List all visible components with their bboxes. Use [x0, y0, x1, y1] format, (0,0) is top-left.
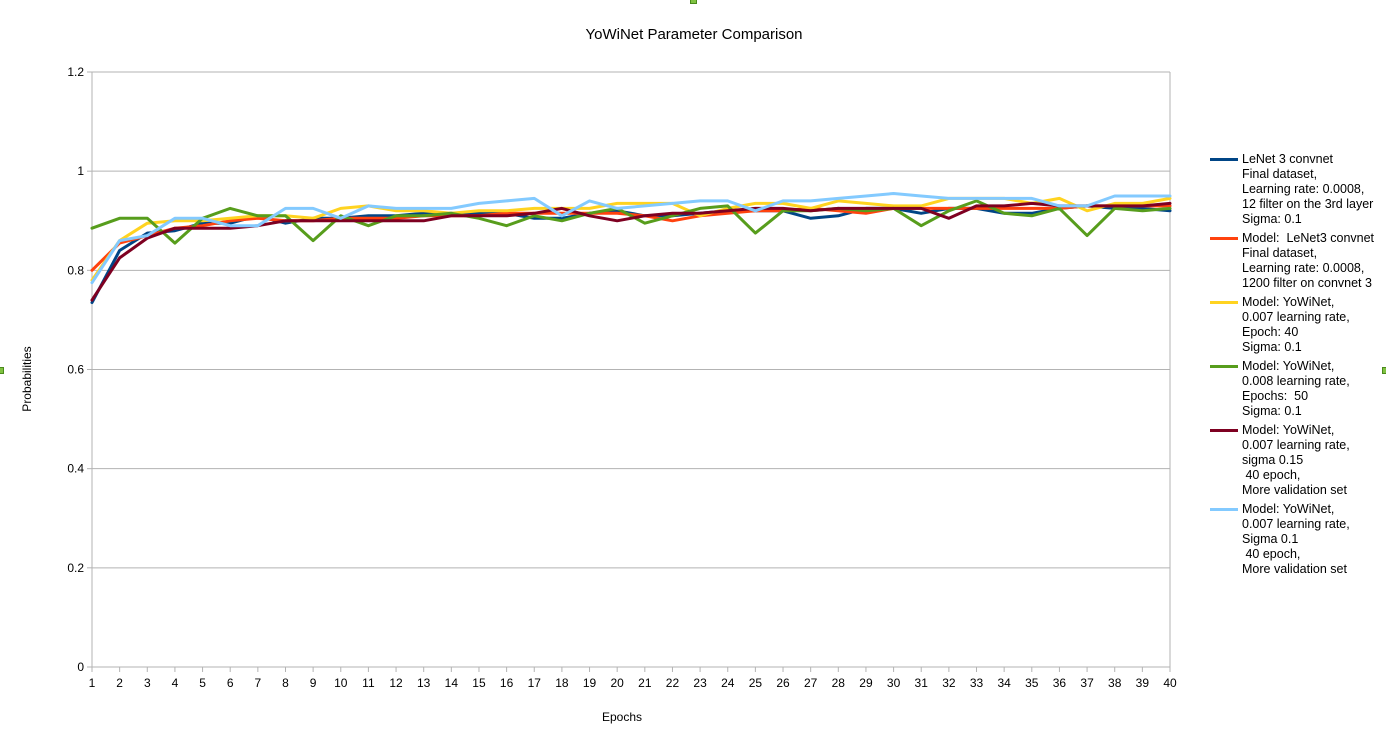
x-tick-label: 32	[942, 676, 956, 690]
x-tick-label: 25	[749, 676, 763, 690]
x-tick-label: 15	[472, 676, 486, 690]
selection-handle-left[interactable]	[0, 367, 4, 374]
x-tick-label: 7	[255, 676, 262, 690]
legend-label: LeNet 3 convnet Final dataset, Learning …	[1242, 152, 1374, 226]
x-tick-label: 40	[1163, 676, 1177, 690]
x-tick-label: 5	[199, 676, 206, 690]
legend-swatch	[1210, 158, 1238, 161]
y-tick-label: 1.2	[67, 65, 84, 79]
x-tick-label: 8	[282, 676, 289, 690]
selection-handle-right[interactable]	[1382, 367, 1386, 374]
x-tick-label: 20	[610, 676, 624, 690]
chart-legend: LeNet 3 convnet Final dataset, Learning …	[1210, 152, 1382, 581]
x-tick-label: 38	[1108, 676, 1122, 690]
legend-entry-6: Model: YoWiNet, 0.007 learning rate, Sig…	[1210, 502, 1382, 577]
legend-entry-1: LeNet 3 convnet Final dataset, Learning …	[1210, 152, 1382, 227]
legend-label: Model: YoWiNet, 0.007 learning rate, sig…	[1242, 423, 1350, 497]
x-tick-label: 30	[887, 676, 901, 690]
x-tick-label: 11	[362, 676, 375, 690]
x-tick-label: 2	[116, 676, 123, 690]
legend-entry-4: Model: YoWiNet, 0.008 learning rate, Epo…	[1210, 359, 1382, 419]
x-tick-label: 34	[997, 676, 1011, 690]
x-tick-label: 17	[528, 676, 542, 690]
chart-title: YoWiNet Parameter Comparison	[585, 26, 802, 43]
x-tick-label: 6	[227, 676, 234, 690]
x-tick-label: 39	[1136, 676, 1150, 690]
x-tick-label: 23	[693, 676, 707, 690]
axes	[91, 72, 1171, 668]
y-axis-label: Probabilities	[20, 346, 34, 411]
y-tick-labels: 0 0.2 0.4 0.6 0.8 1 1.2	[67, 65, 84, 674]
series-line-5	[90, 201, 1172, 302]
x-tick-labels: 1 2 3 4 5 6 7 8 9 10 11 12 13 14 15 16 17 18 19 20 21 22 23 24 2…	[89, 667, 1177, 690]
legend-entry-3: Model: YoWiNet, 0.007 learning rate, Epo…	[1210, 295, 1382, 355]
x-axis-label: Epochs	[602, 710, 642, 724]
x-tick-label: 18	[555, 676, 569, 690]
x-tick-label: 9	[310, 676, 317, 690]
x-tick-label: 19	[583, 676, 597, 690]
x-tick-label: 13	[417, 676, 431, 690]
legend-swatch	[1210, 508, 1238, 511]
x-tick-label: 24	[721, 676, 735, 690]
x-tick-label: 10	[334, 676, 348, 690]
y-tick-label: 0.2	[67, 561, 84, 575]
x-tick-label: 31	[915, 676, 929, 690]
x-tick-label: 33	[970, 676, 984, 690]
legend-label: Model: YoWiNet, 0.007 learning rate, Sig…	[1242, 502, 1350, 576]
x-tick-label: 21	[638, 676, 652, 690]
legend-swatch	[1210, 301, 1238, 304]
x-tick-label: 12	[389, 676, 403, 690]
y-tick-label: 0.6	[67, 363, 84, 377]
legend-entry-2: Model: LeNet3 convnet Final dataset, Lea…	[1210, 231, 1382, 291]
y-tick-label: 0.4	[67, 462, 84, 476]
x-tick-label: 28	[832, 676, 846, 690]
x-tick-label: 36	[1053, 676, 1067, 690]
series-lines	[90, 192, 1172, 305]
x-tick-label: 29	[859, 676, 873, 690]
series-line-6	[90, 192, 1172, 285]
x-tick-label: 27	[804, 676, 818, 690]
y-tick-label: 0.8	[67, 263, 84, 277]
selection-handle-top[interactable]	[690, 0, 697, 4]
legend-swatch	[1210, 237, 1238, 240]
x-tick-label: 35	[1025, 676, 1039, 690]
x-tick-label: 16	[500, 676, 514, 690]
x-tick-label: 14	[445, 676, 459, 690]
y-tick-label: 1	[77, 164, 84, 178]
legend-label: Model: LeNet3 convnet Final dataset, Lea…	[1242, 231, 1375, 290]
x-tick-label: 1	[89, 676, 96, 690]
legend-entry-5: Model: YoWiNet, 0.007 learning rate, sig…	[1210, 423, 1382, 498]
y-tick-label: 0	[77, 660, 84, 674]
x-tick-label: 3	[144, 676, 151, 690]
legend-swatch	[1210, 365, 1238, 368]
legend-label: Model: YoWiNet, 0.008 learning rate, Epo…	[1242, 359, 1350, 418]
legend-swatch	[1210, 429, 1238, 432]
x-tick-label: 22	[666, 676, 680, 690]
x-tick-label: 4	[172, 676, 179, 690]
legend-label: Model: YoWiNet, 0.007 learning rate, Epo…	[1242, 295, 1350, 354]
x-tick-label: 26	[776, 676, 790, 690]
x-tick-label: 37	[1080, 676, 1094, 690]
